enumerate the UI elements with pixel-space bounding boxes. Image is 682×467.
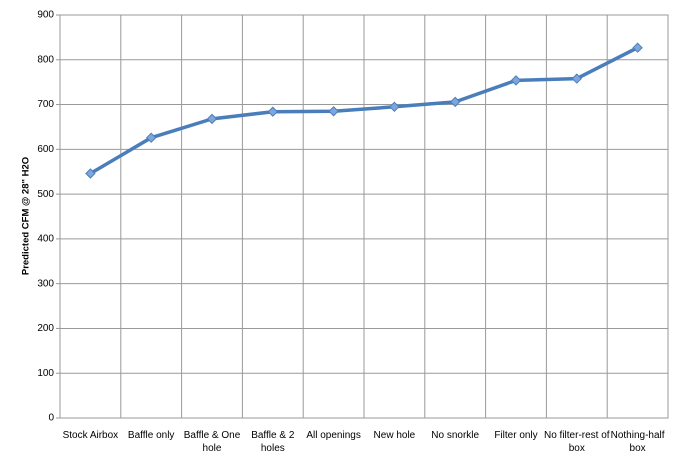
x-tick-label: No filter-rest of box: [544, 430, 610, 454]
y-tick-label: 0: [48, 413, 54, 424]
x-tick-label: Stock Airbox: [62, 430, 119, 441]
marker: [632, 42, 643, 53]
marker: [389, 101, 400, 113]
marker: [206, 113, 218, 125]
y-tick-label: 600: [37, 144, 54, 155]
x-tick-label: New hole: [373, 430, 416, 441]
y-tick-label: 400: [37, 234, 54, 245]
x-tick-label: Nothing-half box: [610, 430, 665, 454]
y-tick-label: 900: [37, 10, 54, 21]
x-tick-label: Baffle only: [127, 430, 175, 441]
y-tick-label: 200: [37, 323, 54, 334]
x-tick-label: Baffle & One hole: [183, 430, 241, 454]
marker: [571, 73, 583, 84]
y-tick-label: 800: [37, 54, 54, 65]
y-tick-label: 100: [37, 368, 54, 379]
marker: [267, 106, 279, 117]
x-tick-label: No snorkle: [431, 430, 480, 441]
x-tick-label: All openings: [306, 430, 361, 441]
y-tick-label: 500: [37, 189, 54, 200]
y-tick-label: 300: [37, 278, 54, 289]
marker: [510, 75, 522, 86]
marker: [328, 106, 339, 117]
y-axis-label: Predicted CFM @ 28" H2O: [21, 157, 32, 275]
marker: [449, 96, 461, 108]
series-line: [89, 46, 639, 176]
marker: [85, 168, 96, 179]
x-tick-label: Filter only: [494, 430, 538, 441]
x-tick-label: Baffle & 2 holes: [251, 430, 295, 454]
marker: [145, 132, 157, 143]
y-tick-label: 700: [37, 99, 54, 110]
